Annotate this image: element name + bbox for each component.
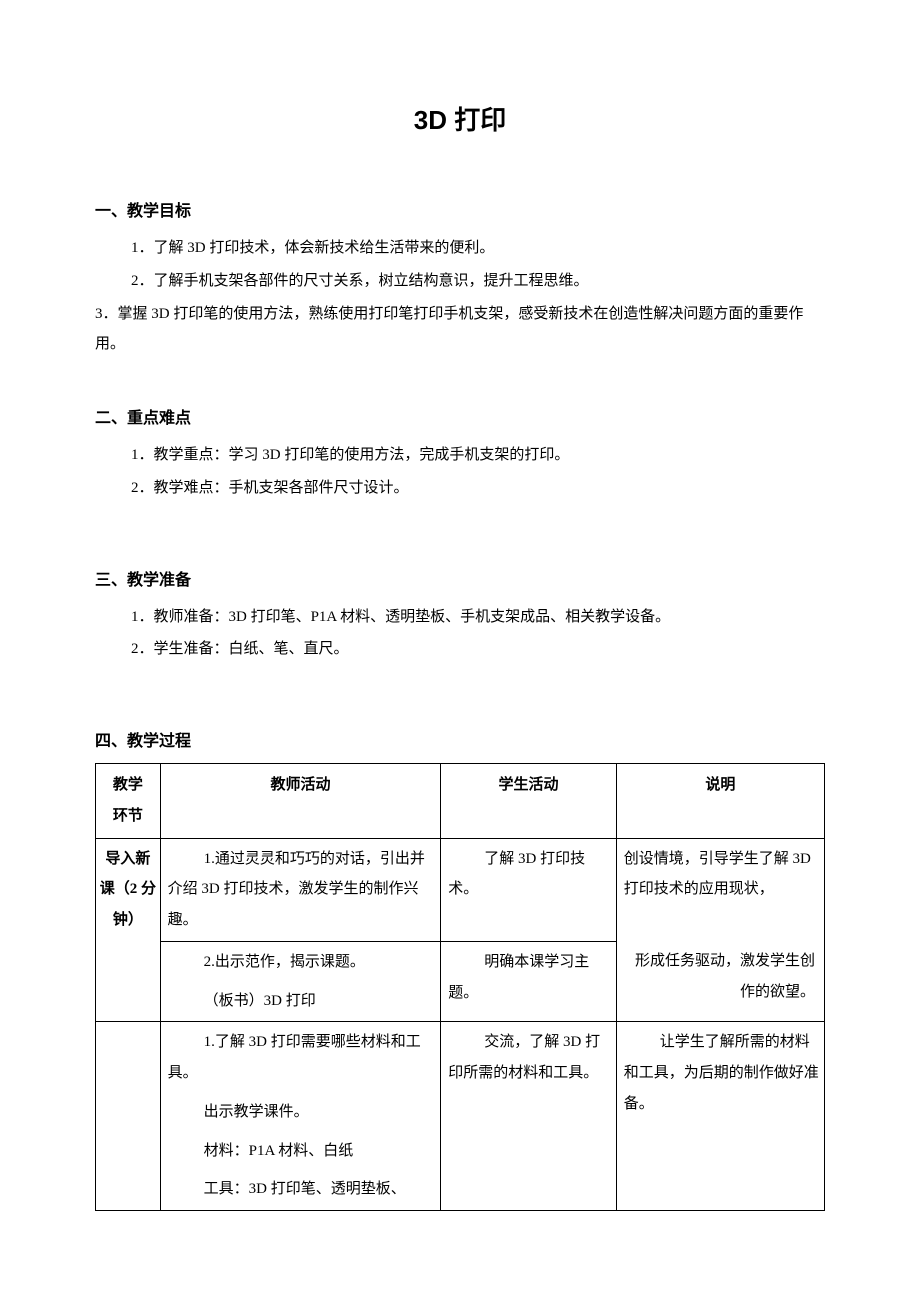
th-stage-l1: 教学 — [113, 777, 143, 793]
cell-student-2: 交流，了解 3D 打印所需的材料和工具。 — [441, 1022, 616, 1211]
cell-stage-1: 导入新课（2 分钟） — [96, 838, 161, 1022]
cell-teacher-1a: 1.通过灵灵和巧巧的对话，引出并介绍 3D 打印技术，激发学生的制作兴趣。 — [160, 838, 441, 941]
teacher-1a-text: 1.通过灵灵和巧巧的对话，引出并介绍 3D 打印技术，激发学生的制作兴趣。 — [162, 840, 440, 940]
process-table: 教学 环节 教师活动 学生活动 说明 导入新课（2 分钟） 1.通过灵灵和巧巧的… — [95, 763, 825, 1211]
cell-teacher-2: 1.了解 3D 打印需要哪些材料和工具。 出示教学课件。 材料：P1A 材料、白… — [160, 1022, 441, 1211]
note-1b-text: 形成任务驱动，激发学生创作的欲望。 — [635, 953, 815, 1000]
goal-item-3: 3．掌握 3D 打印笔的使用方法，熟练使用打印笔打印手机支架，感受新技术在创造性… — [95, 299, 825, 361]
goal-item-1: 1．了解 3D 打印技术，体会新技术给生活带来的便利。 — [95, 233, 825, 264]
note-1a-text: 创设情境，引导学生了解 3D 打印技术的应用现状， — [618, 840, 823, 910]
teacher-1b2-text: （板书）3D 打印 — [162, 982, 440, 1021]
section-focus-heading: 二、重点难点 — [95, 404, 825, 428]
teacher-1b1-text: 2.出示范作，揭示课题。 — [162, 943, 440, 982]
th-stage: 教学 环节 — [96, 764, 161, 839]
cell-note-1a: 创设情境，引导学生了解 3D 打印技术的应用现状， — [616, 838, 824, 941]
table-row: 导入新课（2 分钟） 1.通过灵灵和巧巧的对话，引出并介绍 3D 打印技术，激发… — [96, 838, 825, 941]
th-teacher: 教师活动 — [160, 764, 441, 839]
focus-item-1: 1．教学重点：学习 3D 打印笔的使用方法，完成手机支架的打印。 — [95, 440, 825, 471]
stage-1-text: 导入新课（2 分钟） — [97, 840, 159, 940]
section-process-heading: 四、教学过程 — [95, 727, 825, 751]
cell-student-1a: 了解 3D 打印技术。 — [441, 838, 616, 941]
doc-title: 3D 打印 — [95, 100, 825, 137]
teacher-2-l2: 出示教学课件。 — [162, 1093, 440, 1132]
table-row: 2.出示范作，揭示课题。 （板书）3D 打印 明确本课学习主题。 形成任务驱动，… — [96, 941, 825, 1022]
student-1b-text: 明确本课学习主题。 — [442, 943, 614, 1013]
student-2-text: 交流，了解 3D 打印所需的材料和工具。 — [442, 1023, 614, 1093]
teacher-2-l1: 1.了解 3D 打印需要哪些材料和工具。 — [162, 1023, 440, 1093]
note-2-text: 让学生了解所需的材料和工具，为后期的制作做好准备。 — [618, 1023, 823, 1123]
cell-note-1b: 形成任务驱动，激发学生创作的欲望。 — [616, 941, 824, 1022]
prep-item-1: 1．教师准备：3D 打印笔、P1A 材料、透明垫板、手机支架成品、相关教学设备。 — [95, 602, 825, 633]
section-prep-heading: 三、教学准备 — [95, 566, 825, 590]
table-row: 1.了解 3D 打印需要哪些材料和工具。 出示教学课件。 材料：P1A 材料、白… — [96, 1022, 825, 1211]
page: 3D 打印 一、教学目标 1．了解 3D 打印技术，体会新技术给生活带来的便利。… — [0, 0, 920, 1301]
cell-note-2: 让学生了解所需的材料和工具，为后期的制作做好准备。 — [616, 1022, 824, 1211]
th-note: 说明 — [616, 764, 824, 839]
cell-stage-2 — [96, 1022, 161, 1211]
section-goals-heading: 一、教学目标 — [95, 197, 825, 221]
teacher-2-l3: 材料：P1A 材料、白纸 — [162, 1132, 440, 1171]
goal-item-3-text: 3．掌握 3D 打印笔的使用方法，熟练使用打印笔打印手机支架，感受新技术在创造性… — [95, 306, 803, 353]
th-stage-l2: 环节 — [113, 808, 143, 824]
stage-2-text — [97, 1023, 159, 1031]
table-header-row: 教学 环节 教师活动 学生活动 说明 — [96, 764, 825, 839]
prep-item-2: 2．学生准备：白纸、笔、直尺。 — [95, 634, 825, 665]
cell-student-1b: 明确本课学习主题。 — [441, 941, 616, 1022]
goal-item-2: 2．了解手机支架各部件的尺寸关系，树立结构意识，提升工程思维。 — [95, 266, 825, 297]
th-student: 学生活动 — [441, 764, 616, 839]
student-1a-text: 了解 3D 打印技术。 — [442, 840, 614, 910]
cell-teacher-1b: 2.出示范作，揭示课题。 （板书）3D 打印 — [160, 941, 441, 1022]
teacher-2-l4: 工具：3D 打印笔、透明垫板、 — [162, 1170, 440, 1209]
focus-item-2: 2．教学难点：手机支架各部件尺寸设计。 — [95, 473, 825, 504]
